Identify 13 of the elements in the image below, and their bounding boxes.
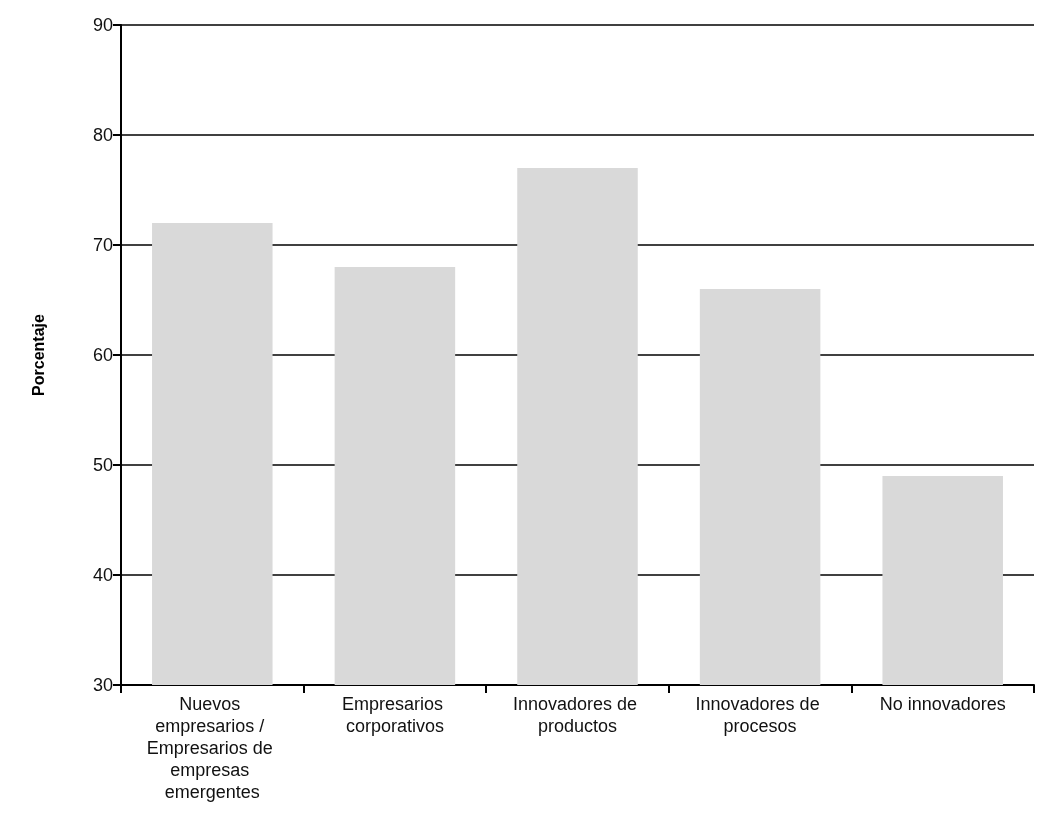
y-tick-label: 70 xyxy=(92,235,113,255)
x-tick-label: Innovadores de productos xyxy=(512,694,643,736)
y-tick-label: 80 xyxy=(92,125,113,145)
x-tick-label: Empresarios corporativos xyxy=(341,694,448,736)
y-tick-label: 60 xyxy=(92,345,113,365)
y-axis-title: Porcentaje xyxy=(29,313,47,396)
y-tick-label: 90 xyxy=(92,15,113,35)
y-tick-label: 40 xyxy=(92,565,113,585)
y-tick-label: 30 xyxy=(92,675,113,695)
x-tick-label: Nuevos empresarios / Empresarios de empresas emergentes xyxy=(146,694,278,802)
x-tick-label: Innovadores de procesos xyxy=(695,694,825,736)
x-tick-label: No innovadores xyxy=(879,694,1006,714)
y-tick-label: 50 xyxy=(92,455,113,475)
